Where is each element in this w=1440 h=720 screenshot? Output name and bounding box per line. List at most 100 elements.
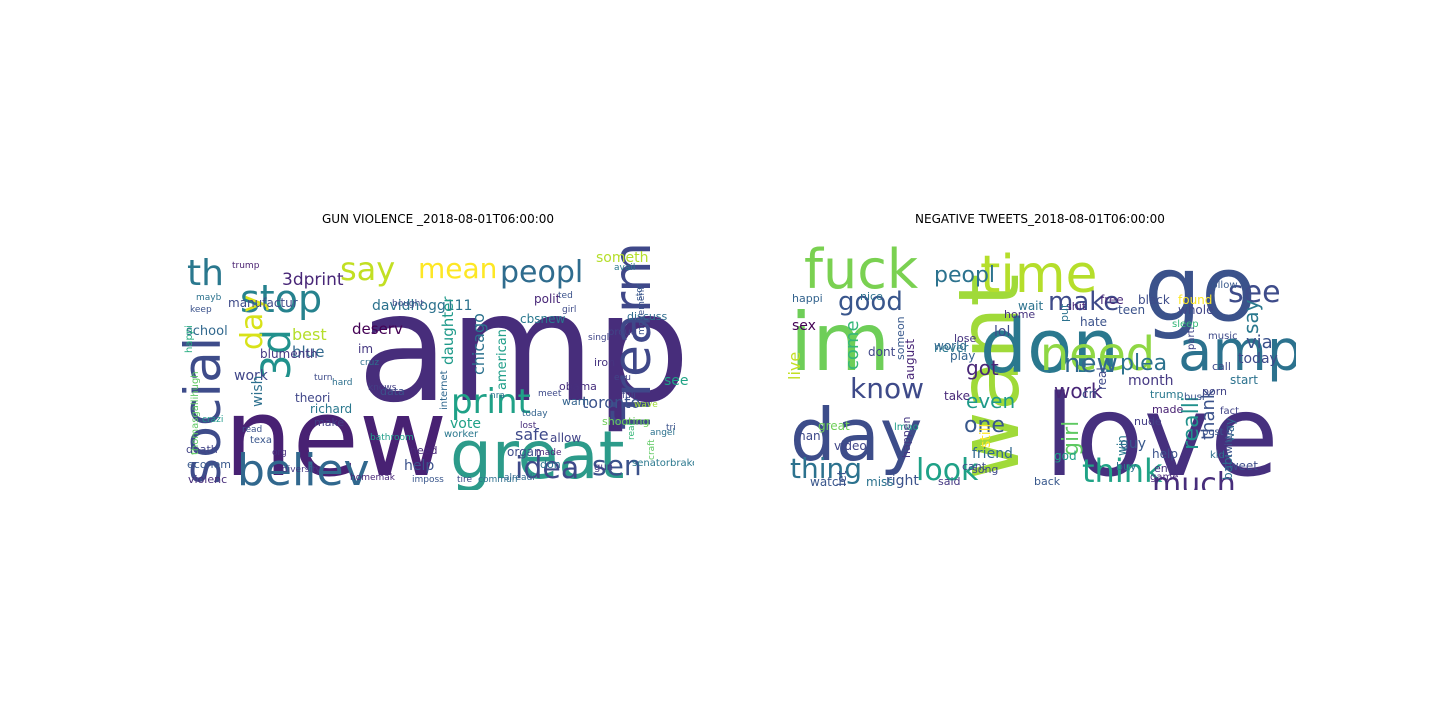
- word-realli: realli: [1179, 396, 1204, 450]
- word-say: say: [1239, 299, 1263, 334]
- word-nra: nra: [490, 391, 505, 401]
- word-warn: warn: [562, 395, 589, 408]
- word-manufactur: manufactur: [228, 296, 298, 310]
- word-help: help: [404, 458, 434, 474]
- word-dont: dont: [868, 345, 896, 359]
- word-blumenth: blumenth: [260, 347, 318, 361]
- word-end: end: [1154, 462, 1175, 475]
- word-tire: tire: [457, 475, 473, 485]
- word-know: know: [850, 372, 924, 405]
- word-stor: stor: [635, 283, 645, 301]
- word-alreadi: alreadi: [504, 473, 535, 483]
- wordcloud-panel-negative-tweets: NEGATIVE TWEETS_2018-08-01T06:00:00 love…: [780, 212, 1300, 492]
- wordcloud-canvas: love go want im day don amp fuck time need know thi…: [784, 230, 1296, 490]
- word-angel: angel: [650, 428, 675, 438]
- word-davidhogg111: davidhogg111: [372, 298, 472, 314]
- word-bathroom: bathroom: [370, 433, 414, 443]
- word-worker: worker: [444, 429, 479, 440]
- word-today: today: [522, 409, 548, 419]
- word-think: think: [1082, 452, 1163, 490]
- word-school: school: [186, 324, 228, 339]
- word-commun: commun: [478, 475, 517, 485]
- word-work: work: [234, 368, 269, 384]
- word-love: love: [1044, 372, 1279, 490]
- word-help: help: [1152, 447, 1178, 461]
- word-peopl: peopl: [934, 263, 995, 288]
- word-go: go: [1144, 237, 1256, 342]
- word-craft: craft: [647, 439, 657, 460]
- word-cant: cant: [962, 460, 987, 473]
- word-win: win: [1115, 435, 1129, 456]
- word-come: come: [842, 320, 863, 370]
- word-post: post: [1202, 427, 1224, 438]
- word-day: day: [790, 393, 922, 477]
- word-great: great: [818, 419, 850, 433]
- word-safe: safe: [515, 425, 549, 444]
- word-day: day: [235, 295, 270, 350]
- word-music: music: [1208, 331, 1238, 342]
- word-right: right: [886, 473, 919, 489]
- word-work: work: [1054, 379, 1103, 403]
- word-song: song: [972, 463, 998, 476]
- chart-title: GUN VIOLENCE _2018-08-01T06:00:00: [321, 212, 555, 226]
- word-want: want: [940, 274, 1038, 480]
- word-tweet: tweet: [1224, 459, 1258, 473]
- word-sen: sen: [592, 449, 642, 482]
- word-imposs: imposs: [412, 475, 444, 485]
- word-god: god: [1054, 449, 1077, 463]
- word-look: look: [916, 453, 979, 488]
- word-fuck: fuck: [804, 238, 919, 301]
- word-need: need: [410, 444, 438, 457]
- word-thomasgallihugh: thomasgallihugh: [190, 371, 201, 455]
- word-home: home: [1004, 308, 1035, 321]
- word-print: print: [451, 382, 531, 422]
- word-happen: happen: [900, 417, 913, 458]
- word-guy: guy: [1120, 436, 1146, 452]
- word-mean: mean: [418, 252, 497, 285]
- word-new: new: [224, 376, 447, 490]
- word-believ: believ: [237, 445, 370, 490]
- word-girl: girl: [1059, 421, 1084, 456]
- word-still: still: [978, 424, 994, 448]
- word-turn: turn: [314, 373, 332, 383]
- word-cbsnew: cbsnew: [520, 312, 565, 326]
- word-internet: internet: [439, 370, 450, 410]
- word-daughter: daughter: [439, 296, 457, 365]
- word-see: see: [664, 373, 689, 389]
- word-good: good: [838, 287, 903, 317]
- word-amp: amp: [357, 262, 690, 436]
- word-cri: cri: [1082, 387, 1097, 401]
- word-bought: bought: [392, 299, 424, 309]
- word-toronto: toronto: [582, 393, 640, 412]
- word-lost: lost: [520, 421, 537, 431]
- word-much: much: [1152, 467, 1236, 490]
- word-play: play: [950, 349, 975, 363]
- word-one: one: [964, 413, 1005, 438]
- word-mayb: mayb: [196, 293, 222, 303]
- word-texa: texa: [250, 435, 272, 446]
- word-nice: nice: [860, 290, 883, 303]
- word-hate: hate: [1080, 315, 1107, 329]
- word-game: game: [1150, 472, 1178, 483]
- word-wish: wish: [250, 375, 266, 407]
- word-august: august: [903, 339, 917, 380]
- word-need: need: [1040, 327, 1155, 381]
- word-idea: idea: [515, 451, 579, 486]
- word-discuss: discuss: [627, 310, 668, 323]
- word-richard: richard: [310, 402, 352, 416]
- word-porn: porn: [1202, 385, 1227, 398]
- word-made: made: [1152, 403, 1183, 416]
- word-take: take: [944, 389, 970, 403]
- word-equ: equ: [614, 373, 631, 383]
- word-plea: plea: [1120, 351, 1167, 376]
- word-tri: tri: [666, 423, 676, 433]
- word-time: time: [980, 245, 1097, 305]
- word-3d: 3d: [254, 329, 300, 380]
- word-shit: shit: [1066, 300, 1087, 313]
- word-don: don: [540, 458, 561, 471]
- word-shooting: shooting: [602, 415, 650, 428]
- word-someth: someth: [596, 250, 648, 266]
- word-sex: sex: [792, 318, 816, 334]
